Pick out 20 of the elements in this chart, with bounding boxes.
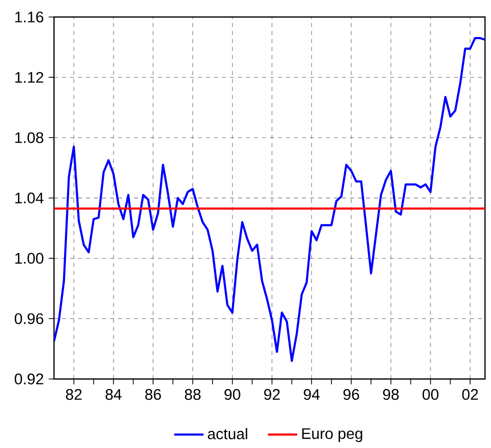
x-tick-label: 02 xyxy=(462,389,478,400)
x-tick-label: 88 xyxy=(184,389,201,400)
x-tick-label: 84 xyxy=(106,389,122,400)
x-tick-label: 98 xyxy=(383,389,399,400)
x-tick-label: 00 xyxy=(422,389,438,400)
x-tick-label: 94 xyxy=(304,389,320,400)
y-tick-label: 1.08 xyxy=(15,132,44,144)
x-tick-label: 86 xyxy=(145,389,161,400)
y-tick-label: 1.16 xyxy=(15,12,44,22)
y-tick-label: 1.00 xyxy=(15,252,44,264)
x-tick-label: 90 xyxy=(224,389,240,400)
x-tick-label: 96 xyxy=(343,389,360,400)
legend-label: Euro peg xyxy=(302,428,362,442)
y-tick-label: 1.12 xyxy=(15,72,44,83)
y-tick-label: 0.92 xyxy=(14,374,44,384)
y-tick-label: 0.96 xyxy=(14,313,44,324)
legend-label: actual xyxy=(208,428,248,440)
y-tick-label: 1.04 xyxy=(15,192,44,204)
x-tick-label: 82 xyxy=(66,389,82,400)
x-tick-label: 92 xyxy=(264,389,280,400)
